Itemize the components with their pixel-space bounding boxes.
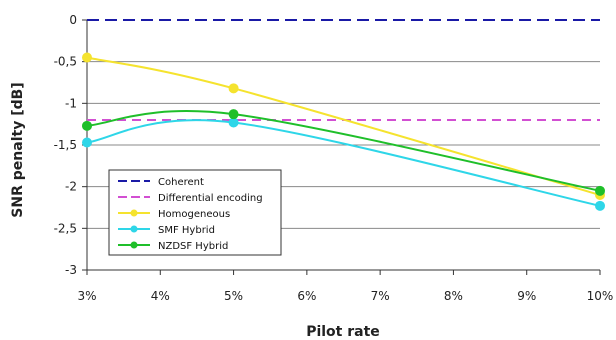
legend-marker-nzdsf-hybrid <box>130 241 138 249</box>
data-point-homogeneous <box>82 52 92 63</box>
data-point-smf-hybrid <box>82 137 92 148</box>
x-axis-title: Pilot rate <box>306 324 380 340</box>
legend-box <box>108 169 282 256</box>
legend-label-differential-encoding: Differential encoding <box>158 193 263 204</box>
x-tick-label: 3% <box>77 289 96 303</box>
x-tick-label: 6% <box>297 289 316 303</box>
data-point-homogeneous <box>228 83 239 94</box>
x-tick-label: 5% <box>224 289 243 303</box>
series-line-nzdsf-hybrid <box>86 110 601 192</box>
legend-label-coherent: Coherent <box>158 177 204 188</box>
legend-label-smf-hybrid: SMF Hybrid <box>158 225 215 236</box>
data-point-smf-hybrid <box>595 200 605 211</box>
x-tick-label: 8% <box>444 289 463 303</box>
data-point-smf-hybrid <box>228 117 239 128</box>
data-point-nzdsf-hybrid <box>228 109 239 120</box>
x-tick-label: 9% <box>517 289 536 303</box>
legend-label-nzdsf-hybrid: NZDSF Hybrid <box>158 241 228 252</box>
y-tick-label: -1,5 <box>54 138 77 152</box>
legend: Coherent Differential encoding Homogeneous… <box>108 169 282 256</box>
legend-marker-homogeneous <box>130 209 138 217</box>
series-line-homogeneous <box>86 56 601 196</box>
y-tick-label: 0 <box>69 13 77 27</box>
data-point-nzdsf-hybrid <box>82 120 92 131</box>
y-tick-label: -3 <box>65 263 77 277</box>
series-line-smf-hybrid <box>86 119 601 207</box>
series-layer <box>86 19 601 207</box>
y-tick-label: -1 <box>65 96 77 110</box>
y-axis-title: SNR penalty [dB] <box>10 82 26 217</box>
data-point-nzdsf-hybrid <box>595 185 605 196</box>
y-tick-label: -2 <box>65 180 77 194</box>
x-tick-label: 7% <box>371 289 390 303</box>
x-tick-label: 10% <box>587 289 614 303</box>
legend-marker-smf-hybrid <box>130 225 138 233</box>
y-tick-label: -0,5 <box>54 55 77 69</box>
tick-layer: 0 -0,5 -1 -1,5 -2 -2,5 -33% 4% 5% 6% 7% 8% 9% 10% <box>54 13 614 303</box>
marker-layer <box>82 52 605 211</box>
legend-label-homogeneous: Homogeneous <box>158 209 230 220</box>
y-tick-label: -2,5 <box>54 221 77 235</box>
x-tick-label: 4% <box>151 289 170 303</box>
